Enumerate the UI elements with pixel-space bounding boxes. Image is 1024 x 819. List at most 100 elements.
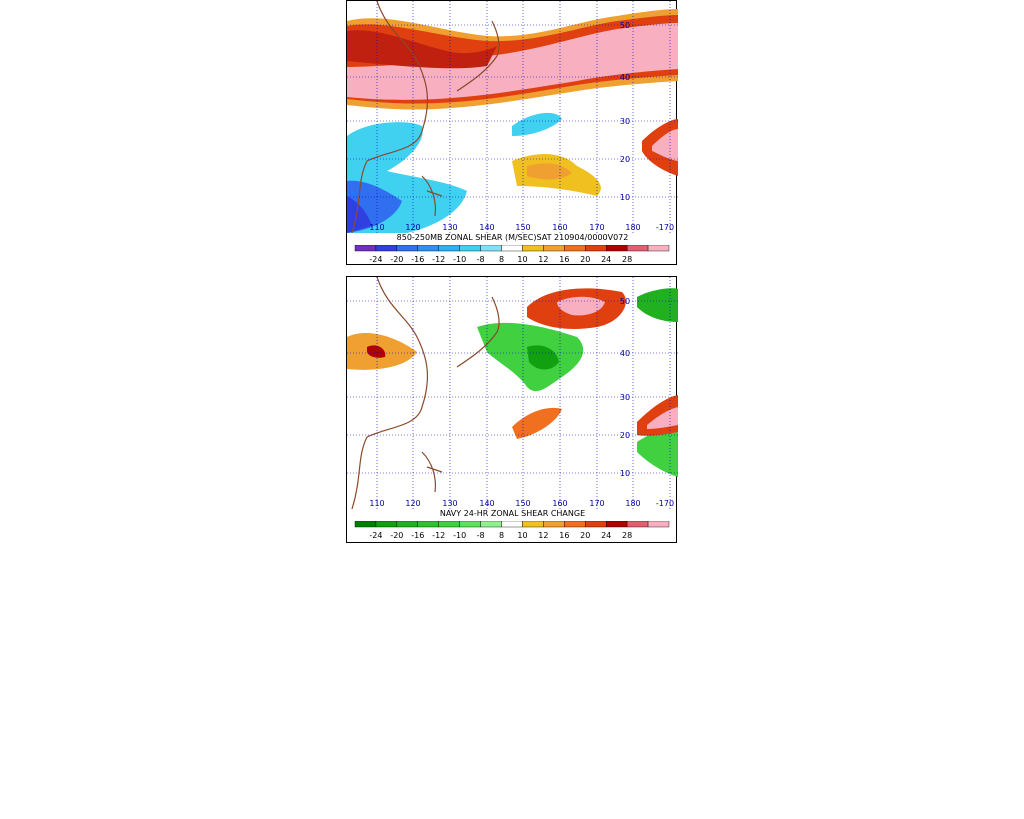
lon-label: 160 — [552, 499, 567, 508]
colorbar-tick-label: -24 — [369, 255, 383, 264]
colorbar-swatch — [585, 521, 607, 528]
lon-label: 170 — [589, 499, 604, 508]
colorbar-swatch — [564, 245, 586, 252]
colorbar — [354, 245, 670, 252]
colorbar-swatch — [605, 245, 628, 252]
coastline-asia-2 — [351, 277, 428, 509]
colorbar-tick-label: 16 — [559, 255, 570, 264]
colorbar-labels: -24 -20 -16 -12 -10 -8 8 10 12 16 20 24 28 — [347, 531, 678, 541]
colorbar-swatch — [354, 521, 377, 528]
colorbar-swatch — [626, 245, 649, 252]
coastline-asia — [351, 1, 428, 233]
colorbar-tick-label: 24 — [601, 255, 612, 264]
colorbar-swatch — [480, 521, 502, 528]
colorbar-tick-label: -12 — [432, 255, 446, 264]
shear-change-panel: 110 120 130 140 150 160 170 180 -170 50 … — [346, 276, 678, 543]
colorbar-tick-label: 16 — [559, 531, 570, 540]
colorbar-tick-label: -10 — [453, 255, 467, 264]
colorbar-tick-label: 10 — [517, 531, 528, 540]
colorbar-tick-label: 20 — [580, 255, 591, 264]
coastline-japan — [456, 20, 500, 92]
colorbar-tick-label: 10 — [517, 255, 528, 264]
coastline-philippines-2 — [421, 451, 443, 493]
colorbar-swatch — [543, 245, 565, 252]
easterly-strong — [347, 196, 372, 233]
gridlines — [347, 1, 678, 233]
change-green-se — [637, 427, 678, 477]
colorbar-tick-label: 20 — [580, 531, 591, 540]
colorbar-swatch — [459, 245, 481, 252]
lon-labels: 110 120 130 140 150 160 170 180 -170 — [369, 223, 674, 232]
colorbar-tick-label: 8 — [498, 255, 505, 264]
colorbar-swatch — [626, 521, 649, 528]
lat-label: 40 — [620, 73, 630, 82]
lat-label: 20 — [620, 431, 630, 440]
colorbar-swatch — [417, 521, 439, 528]
change-green-core — [527, 345, 559, 370]
colorbar-swatch — [647, 521, 670, 528]
colorbar-labels: -24 -20 -16 -12 -10 -8 8 10 12 16 20 24 28 — [347, 255, 678, 265]
lat-label: 10 — [620, 193, 630, 202]
change-green-east — [637, 288, 678, 322]
lon-label: 130 — [442, 223, 457, 232]
lon-label: 130 — [442, 499, 457, 508]
colorbar-tick-label: -10 — [453, 531, 467, 540]
lon-label: -170 — [656, 223, 674, 232]
lat-label: 40 — [620, 349, 630, 358]
lat-label: 20 — [620, 155, 630, 164]
shear-change-map-svg: 110 120 130 140 150 160 170 180 -170 50 … — [347, 277, 678, 509]
lon-label: 140 — [479, 223, 494, 232]
colorbar-swatch — [585, 245, 607, 252]
colorbar-tick-label: 24 — [601, 531, 612, 540]
panel-caption: 850-250MB ZONAL SHEAR (M/SEC)SAT 210904/… — [396, 233, 629, 242]
shear-patch-orange — [527, 163, 572, 180]
colorbar-swatch — [522, 245, 544, 252]
colorbar-swatch — [647, 245, 670, 252]
colorbar-tick-label: -20 — [390, 531, 404, 540]
colorbar-tick-label: -24 — [369, 531, 383, 540]
lat-label: 50 — [620, 297, 630, 306]
lat-label: 30 — [620, 393, 630, 402]
lon-label: 180 — [625, 223, 640, 232]
zonal-shear-map-svg: 110 120 130 140 150 160 170 180 -170 50 … — [347, 1, 678, 233]
colorbar-swatch — [501, 521, 523, 528]
lon-label: 110 — [369, 499, 384, 508]
coastline-philippines — [421, 175, 443, 217]
colorbar-swatch — [459, 521, 481, 528]
colorbar-tick-label: 8 — [498, 531, 505, 540]
colorbar-tick-label: -12 — [432, 531, 446, 540]
lon-label: 150 — [515, 223, 530, 232]
colorbar-swatch — [501, 245, 523, 252]
colorbar-swatch — [417, 245, 439, 252]
shear-change-map: 110 120 130 140 150 160 170 180 -170 50 … — [347, 277, 678, 509]
lat-labels: 50 40 30 20 10 — [620, 297, 630, 478]
lon-label: -170 — [656, 499, 674, 508]
jet-band-pink — [347, 23, 678, 100]
gridlines — [347, 277, 678, 509]
colorbar-swatch — [564, 521, 586, 528]
colorbar-tick-label: -16 — [411, 531, 425, 540]
lon-label: 160 — [552, 223, 567, 232]
colorbar-swatch — [438, 521, 460, 528]
lat-label: 30 — [620, 117, 630, 126]
colorbar-swatch — [354, 245, 377, 252]
colorbar-tick-label: -8 — [476, 255, 485, 264]
colorbar-tick-label: 12 — [538, 255, 549, 264]
lon-label: 170 — [589, 223, 604, 232]
coastline-japan-2 — [456, 296, 500, 368]
lon-label: 150 — [515, 499, 530, 508]
colorbar-tick-label: 12 — [538, 531, 549, 540]
colorbar-swatch — [543, 521, 565, 528]
lon-label: 120 — [405, 499, 420, 508]
colorbar-tick-label: -20 — [390, 255, 404, 264]
lon-labels: 110 120 130 140 150 160 170 180 -170 — [369, 499, 674, 508]
colorbar-swatch — [480, 245, 502, 252]
colorbar-swatch — [522, 521, 544, 528]
colorbar-swatch — [605, 521, 628, 528]
easterly-patch-2 — [512, 112, 562, 136]
lat-label: 50 — [620, 21, 630, 30]
colorbar-tick-label: 28 — [622, 255, 633, 264]
lat-label: 10 — [620, 469, 630, 478]
zonal-shear-panel: 110 120 130 140 150 160 170 180 -170 50 … — [346, 0, 678, 265]
colorbar-tick-label: -16 — [411, 255, 425, 264]
